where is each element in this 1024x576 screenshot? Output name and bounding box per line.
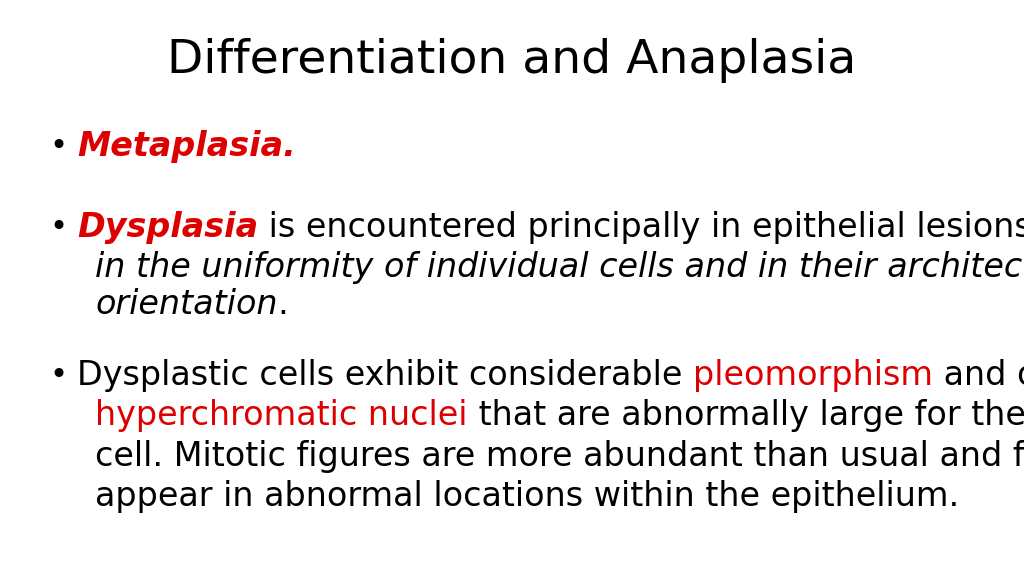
Text: pleomorphism: pleomorphism: [693, 359, 933, 392]
Text: Dysplastic cells exhibit considerable: Dysplastic cells exhibit considerable: [77, 359, 693, 392]
Text: is encountered principally in epithelial lesions. It is a: is encountered principally in epithelial…: [258, 211, 1024, 244]
Text: •: •: [49, 361, 68, 390]
Text: that are abnormally large for the size of the: that are abnormally large for the size o…: [468, 399, 1024, 433]
Text: orientation: orientation: [95, 287, 278, 321]
Text: Metaplasia.: Metaplasia.: [77, 130, 296, 164]
Text: cell. Mitotic figures are more abundant than usual and frequently: cell. Mitotic figures are more abundant …: [95, 439, 1024, 473]
Text: •: •: [49, 132, 68, 161]
Text: Differentiation and Anaplasia: Differentiation and Anaplasia: [167, 38, 857, 83]
Text: and often possess: and often possess: [933, 359, 1024, 392]
Text: .: .: [278, 287, 289, 321]
Text: •: •: [49, 213, 68, 242]
Text: Dysplasia: Dysplasia: [77, 211, 258, 244]
Text: appear in abnormal locations within the epithelium.: appear in abnormal locations within the …: [95, 480, 959, 513]
Text: in the uniformity of individual cells and in their architectural: in the uniformity of individual cells an…: [95, 251, 1024, 285]
Text: hyperchromatic nuclei: hyperchromatic nuclei: [95, 399, 468, 433]
